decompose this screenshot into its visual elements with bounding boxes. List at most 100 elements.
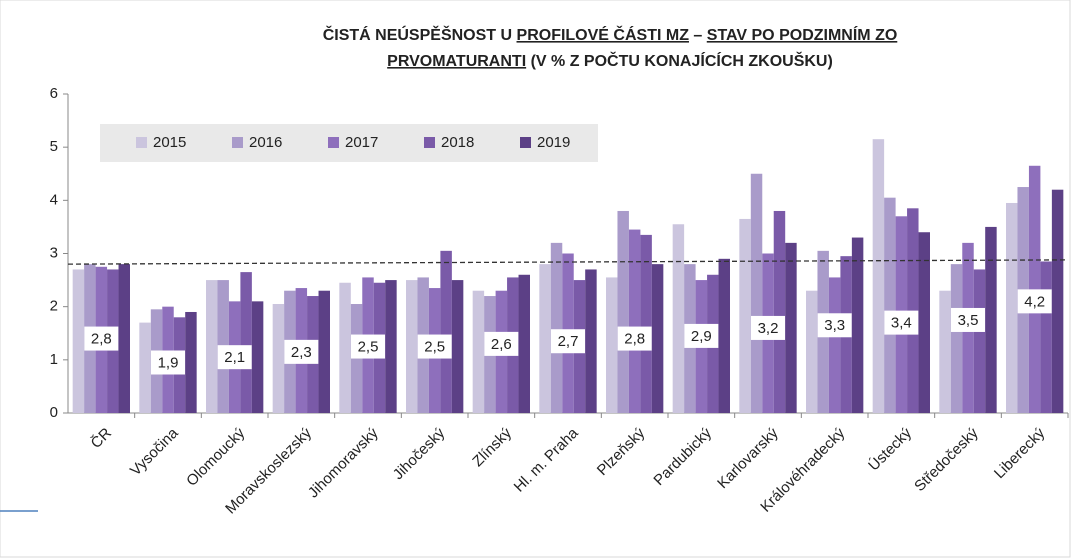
data-label-box (684, 323, 719, 348)
data-label-box (217, 345, 252, 370)
data-label: 3,2 (758, 320, 779, 337)
data-label: 3,3 (824, 317, 845, 334)
legend-swatch (424, 137, 435, 148)
data-label-box (751, 315, 785, 340)
data-label-box (84, 326, 119, 351)
title-segment: STAV PO PODZIMNÍM ZO (707, 25, 898, 44)
bar (973, 269, 986, 413)
bar (651, 264, 664, 413)
bar (628, 229, 641, 413)
bar (1051, 189, 1064, 413)
bar (251, 301, 264, 413)
bar (472, 290, 485, 413)
bar (451, 280, 464, 413)
data-label: 2,1 (224, 349, 245, 366)
bar (872, 139, 885, 414)
bar (406, 280, 418, 413)
bar (828, 277, 841, 413)
trendline (67, 259, 1069, 265)
bar (240, 272, 252, 413)
data-label-box (417, 334, 452, 359)
data-label-box (951, 307, 985, 332)
legend-swatch (328, 137, 339, 148)
y-tick-label: 3 (50, 244, 58, 261)
data-label: 2,6 (491, 336, 512, 353)
bar (773, 210, 786, 413)
bar (518, 274, 530, 413)
bar (718, 258, 730, 413)
data-label-box (151, 350, 185, 375)
bar (985, 226, 997, 413)
bar (318, 290, 330, 413)
data-label-box (284, 339, 319, 364)
data-label-box (551, 329, 585, 354)
legend-label: 2015 (153, 134, 186, 151)
bar (939, 290, 951, 413)
y-tick-label: 1 (50, 351, 58, 368)
data-label: 2,5 (358, 339, 379, 356)
data-label-box (484, 331, 519, 356)
legend-label: 2019 (537, 134, 570, 151)
bar (806, 290, 818, 413)
bar (1006, 202, 1018, 413)
y-tick-label: 4 (50, 191, 58, 208)
data-label: 2,5 (424, 339, 445, 356)
data-label: 3,4 (891, 315, 912, 332)
data-label: 3,5 (958, 312, 979, 329)
data-label: 2,8 (91, 331, 112, 348)
data-label-box (1017, 289, 1052, 314)
bar (72, 269, 85, 413)
bar (672, 224, 685, 413)
bar (750, 173, 763, 413)
bar (118, 264, 130, 413)
bar (617, 210, 629, 413)
bar (884, 197, 896, 413)
legend-swatch (520, 137, 531, 148)
bar (585, 269, 597, 413)
data-label-box (817, 313, 852, 338)
y-tick-label: 5 (50, 138, 58, 155)
legend-label: 2018 (441, 134, 474, 151)
legend-label: 2017 (345, 134, 378, 151)
data-label: 4,2 (1024, 293, 1045, 310)
data-label: 2,3 (291, 344, 312, 361)
bar (851, 237, 864, 413)
data-label-box (617, 326, 652, 351)
legend-swatch (136, 137, 147, 148)
bar (950, 264, 963, 413)
data-label: 2,7 (558, 333, 579, 350)
data-label: 1,9 (158, 354, 179, 371)
y-tick-label: 6 (50, 85, 58, 102)
bar (918, 232, 930, 413)
bar (739, 218, 751, 413)
bar (539, 264, 551, 413)
bar (139, 322, 151, 413)
legend-label: 2016 (249, 134, 282, 151)
legend-swatch (232, 137, 243, 148)
bar (385, 280, 397, 413)
bar (440, 250, 452, 413)
title-segment: PROFILOVÉ ČÁSTI MZ (517, 25, 690, 44)
data-label-box (884, 310, 919, 335)
data-label: 2,9 (691, 328, 712, 345)
bar (606, 277, 618, 413)
legend-box (100, 124, 598, 162)
title-segment: (V % Z POČTU KONAJÍCÍCH ZKOUŠKU) (526, 51, 833, 70)
bar (550, 242, 563, 413)
y-tick-label: 2 (50, 298, 58, 315)
title-segment: – (689, 27, 707, 44)
bar (1040, 261, 1052, 413)
data-label-box (351, 334, 385, 359)
bar (206, 280, 218, 413)
title-segment: ČISTÁ NEÚSPĚŠNOST U (323, 25, 517, 44)
bar (640, 234, 652, 413)
bar (785, 242, 797, 413)
chart-title: ČISTÁ NEÚSPĚŠNOST U PROFILOVÉ ČÁSTI MZ –… (323, 25, 898, 44)
title-segment: PRVOMATURANTI (387, 53, 526, 70)
data-label: 2,8 (624, 331, 645, 348)
chart-title: PRVOMATURANTI (V % Z POČTU KONAJÍCÍCH ZK… (387, 51, 833, 70)
bar (339, 282, 351, 413)
bar (185, 311, 197, 413)
